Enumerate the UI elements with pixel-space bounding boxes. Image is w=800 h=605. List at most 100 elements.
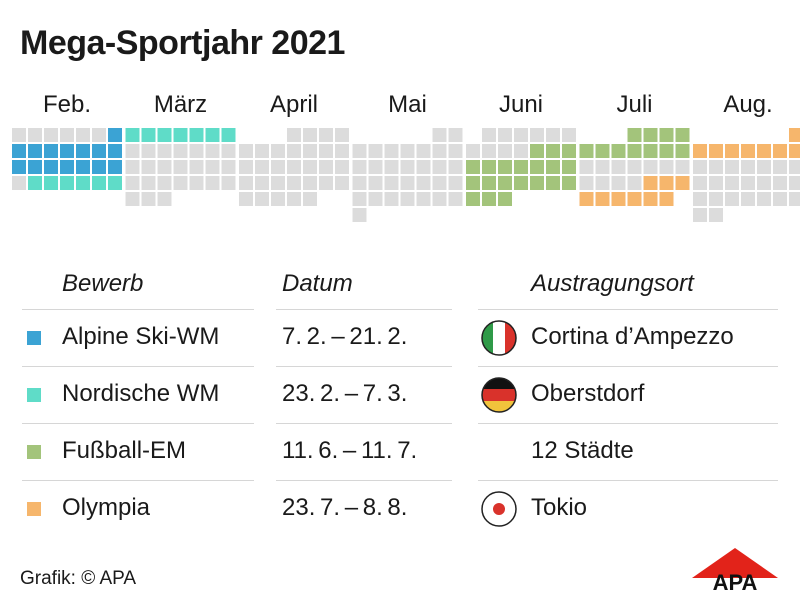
calendar-day-cell <box>595 160 610 174</box>
calendar-day-cell <box>108 128 122 142</box>
calendar-day-cell <box>125 192 140 206</box>
header-rule <box>478 309 778 310</box>
calendar-day-cell <box>157 144 172 158</box>
calendar-day-cell <box>643 176 658 190</box>
row-rule <box>276 366 452 367</box>
event-venue: 12 Städte <box>531 437 634 464</box>
calendar-grid: Feb. März April Mai Juni Juli Aug. <box>12 91 800 222</box>
calendar-day-cell <box>271 192 285 206</box>
calendar-day-cell <box>741 160 755 174</box>
calendar-day-cell <box>725 160 739 174</box>
legend-swatch <box>27 445 41 459</box>
calendar-day-cell <box>239 176 253 190</box>
calendar-day-cell <box>432 128 447 142</box>
calendar-day-cell <box>287 160 301 174</box>
row-rule <box>22 423 254 424</box>
calendar-day-cell <box>125 144 140 158</box>
calendar-day-cell <box>368 160 383 174</box>
legend-swatch <box>27 388 41 402</box>
calendar-day-cell <box>319 176 333 190</box>
calendar-day-cell <box>546 144 560 158</box>
calendar-day-cell <box>255 176 269 190</box>
calendar-day-cell <box>482 160 496 174</box>
calendar-day-cell <box>92 176 106 190</box>
calendar-day-cell <box>627 160 642 174</box>
calendar-day-cell <box>627 144 642 158</box>
calendar-day-cell <box>709 176 723 190</box>
calendar-day-cell <box>141 160 156 174</box>
header-rule <box>276 309 452 310</box>
calendar-day-cell <box>44 144 58 158</box>
calendar-day-cell <box>335 176 349 190</box>
calendar-day-cell <box>530 128 544 142</box>
row-rule <box>276 423 452 424</box>
calendar-day-cell <box>416 160 431 174</box>
calendar-day-cell <box>352 144 367 158</box>
calendar-day-cell <box>108 176 122 190</box>
calendar-day-cell <box>221 144 236 158</box>
calendar-day-cell <box>221 176 236 190</box>
event-venue: Tokio <box>531 494 588 521</box>
calendar-day-cell <box>432 144 447 158</box>
calendar-day-cell <box>579 192 594 206</box>
calendar-day-cell <box>141 128 156 142</box>
calendar-day-cell <box>643 144 658 158</box>
calendar-day-cell <box>514 128 528 142</box>
calendar-day-cell <box>255 160 269 174</box>
calendar-day-cell <box>335 128 349 142</box>
calendar-day-cell <box>335 160 349 174</box>
calendar-day-cell <box>498 160 512 174</box>
calendar-day-cell <box>141 192 156 206</box>
calendar-day-cell <box>368 176 383 190</box>
calendar-day-cell <box>28 128 42 142</box>
calendar-day-cell <box>400 176 415 190</box>
legend-swatch <box>27 331 41 345</box>
calendar-day-cell <box>773 160 787 174</box>
event-name: Olympia <box>62 494 151 521</box>
calendar-day-cell <box>546 176 560 190</box>
calendar-day-cell <box>757 176 771 190</box>
calendar-day-cell <box>384 176 399 190</box>
japan-flag-icon <box>481 491 517 527</box>
calendar-day-cell <box>416 144 431 158</box>
calendar-day-cell <box>189 144 204 158</box>
month-label: Juli <box>616 91 652 118</box>
calendar-day-cell <box>125 176 140 190</box>
calendar-day-cell <box>789 128 800 142</box>
calendar-day-cell <box>675 144 690 158</box>
calendar-day-cell <box>498 128 512 142</box>
calendar-day-cell <box>514 144 528 158</box>
calendar-day-cell <box>562 128 576 142</box>
calendar-day-cell <box>725 176 739 190</box>
calendar-day-cell <box>221 128 236 142</box>
month-label: Aug. <box>723 91 772 118</box>
calendar-day-cell <box>482 192 496 206</box>
calendar-day-cell <box>352 208 367 222</box>
calendar-day-cell <box>757 160 771 174</box>
calendar-day-cell <box>466 192 480 206</box>
calendar-day-cell <box>725 144 739 158</box>
svg-text:APA: APA <box>713 570 758 592</box>
calendar-day-cell <box>303 160 317 174</box>
calendar-day-cell <box>125 128 140 142</box>
calendar-day-cell <box>352 160 367 174</box>
calendar-day-cell <box>579 176 594 190</box>
calendar-day-cell <box>12 160 26 174</box>
calendar-day-cell <box>530 176 544 190</box>
calendar-day-cell <box>757 192 771 206</box>
credit-text: Grafik: © APA <box>20 568 137 589</box>
calendar-day-cell <box>205 160 220 174</box>
calendar-day-cell <box>514 160 528 174</box>
calendar-day-cell <box>789 160 800 174</box>
calendar-day-cell <box>498 192 512 206</box>
calendar-day-cell <box>384 192 399 206</box>
calendar-day-cell <box>12 144 26 158</box>
row-rule <box>478 366 778 367</box>
calendar-day-cell <box>432 160 447 174</box>
calendar-day-cell <box>675 176 690 190</box>
calendar-day-cell <box>271 160 285 174</box>
event-venue: Cortina d’Ampezzo <box>531 323 734 350</box>
calendar-day-cell <box>239 192 253 206</box>
calendar-day-cell <box>368 192 383 206</box>
calendar-day-cell <box>627 128 642 142</box>
